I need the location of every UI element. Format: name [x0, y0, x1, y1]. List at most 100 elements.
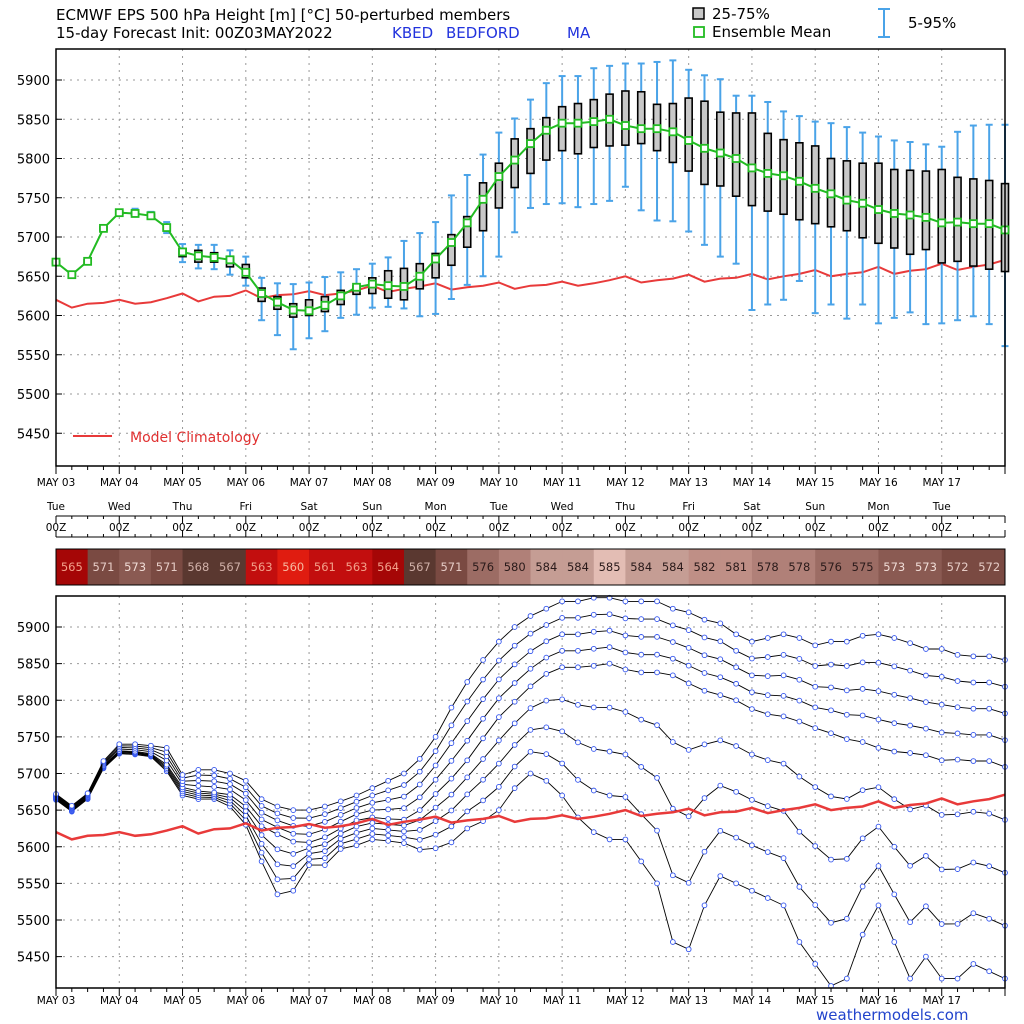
member-marker: [606, 792, 613, 799]
member-marker: [923, 699, 929, 705]
strip-cell: [87, 549, 120, 585]
member-marker: [654, 722, 660, 729]
member-marker: [828, 856, 834, 863]
member-marker: [559, 728, 565, 735]
strip-cell: [846, 549, 879, 585]
bottom-date-label: MAY 10: [480, 995, 519, 1007]
member-marker: [575, 777, 581, 783]
mean-marker: [478, 194, 488, 204]
bot-ytick-label: 5850: [17, 658, 50, 673]
member-marker: [242, 808, 249, 814]
member-marker: [828, 661, 834, 668]
member-marker: [828, 793, 834, 800]
member-marker: [638, 716, 645, 723]
strip-cell: [783, 549, 816, 585]
member-marker: [986, 968, 993, 975]
bottom-x-axis: MAY 03 MAY 04 MAY 05 MAY 06 MAY 07 MAY 08 MAY …: [37, 988, 1006, 1007]
member-marker: [559, 696, 565, 703]
member-marker: [575, 598, 581, 605]
member-marker: [527, 665, 534, 672]
member-marker: [843, 711, 850, 718]
member-marker: [416, 807, 423, 813]
top-ytick-label: 5850: [17, 113, 50, 128]
strip-cell: [119, 549, 152, 585]
station-state: MA: [567, 24, 591, 42]
top-hour-label: 00Z: [46, 522, 67, 534]
member-marker: [258, 840, 265, 847]
member-marker: [685, 662, 692, 669]
member-marker: [385, 806, 392, 813]
member-marker: [543, 654, 550, 661]
member-marker: [148, 742, 154, 749]
member-marker: [385, 816, 392, 822]
member-marker: [511, 720, 518, 727]
member-marker: [638, 616, 645, 622]
box-plot-panel: Model Climatology 5450 5500 5550 5600 5650 57…: [17, 48, 1010, 538]
member-marker: [796, 697, 803, 704]
mean-marker: [668, 127, 678, 137]
top-ytick-label: 5650: [17, 270, 50, 285]
bot-ytick-label: 5650: [17, 804, 50, 819]
member-marker: [575, 614, 581, 621]
top-date-label: MAY 08: [353, 477, 392, 489]
member-marker: [875, 823, 882, 830]
top-ytick-label: 5600: [17, 310, 50, 325]
iqr-box: [526, 127, 535, 175]
member-marker: [654, 598, 660, 605]
strip-cell: [530, 549, 563, 585]
mean-marker: [178, 247, 187, 257]
member-marker: [828, 919, 834, 926]
member-marker: [796, 676, 803, 683]
mean-marker: [526, 139, 535, 148]
member-marker: [938, 646, 945, 652]
member-marker: [907, 919, 913, 926]
top-hour-label: 00Z: [615, 522, 636, 534]
member-marker: [163, 745, 170, 751]
member-marker: [923, 725, 929, 732]
member-marker: [796, 828, 803, 835]
strip-cell: [720, 549, 753, 585]
top-date-label: MAY 03: [37, 477, 76, 489]
member-marker: [290, 815, 297, 821]
member-marker: [527, 613, 534, 619]
member-marker: [843, 663, 850, 669]
mean-marker: [621, 121, 630, 130]
member-marker: [527, 648, 534, 655]
member-marker: [337, 805, 344, 811]
member-marker: [986, 915, 993, 922]
mean-marker: [447, 238, 456, 247]
member-marker: [638, 634, 645, 640]
chart-title: ECMWF EPS 500 hPa Height [m] [°C] 50-per…: [56, 6, 510, 24]
member-marker: [575, 647, 581, 654]
member-marker: [907, 750, 913, 756]
member-marker: [416, 768, 423, 775]
member-marker: [527, 683, 534, 690]
strip-cell: [973, 549, 1006, 585]
member-marker: [701, 741, 708, 748]
member-marker: [812, 961, 819, 967]
member-marker: [812, 704, 819, 711]
member-marker: [385, 832, 392, 839]
member-marker: [385, 777, 392, 784]
member-marker: [369, 785, 376, 792]
iqr-box: [447, 233, 456, 267]
strip-cell: [56, 549, 89, 585]
member-marker: [543, 671, 550, 677]
member-marker: [701, 634, 708, 641]
member-marker: [369, 799, 376, 806]
bottom-date-label: MAY 07: [290, 995, 329, 1007]
member-marker: [306, 845, 312, 851]
top-x-axis: MAY 03 MAY 04 MAY 05 MAY 06 MAY 07 MAY 08 MAY …: [37, 466, 1006, 538]
member-marker: [242, 797, 249, 803]
credit-text: weathermodels.com: [816, 1006, 969, 1024]
member-marker: [258, 858, 265, 865]
mean-marker: [193, 251, 203, 261]
member-marker: [258, 816, 265, 823]
member-marker: [891, 635, 898, 641]
member-marker: [464, 774, 471, 781]
strip-cell: [625, 549, 658, 585]
member-marker: [590, 746, 597, 752]
member-marker: [654, 827, 660, 834]
mean-marker: [399, 282, 409, 291]
member-marker: [322, 803, 328, 810]
